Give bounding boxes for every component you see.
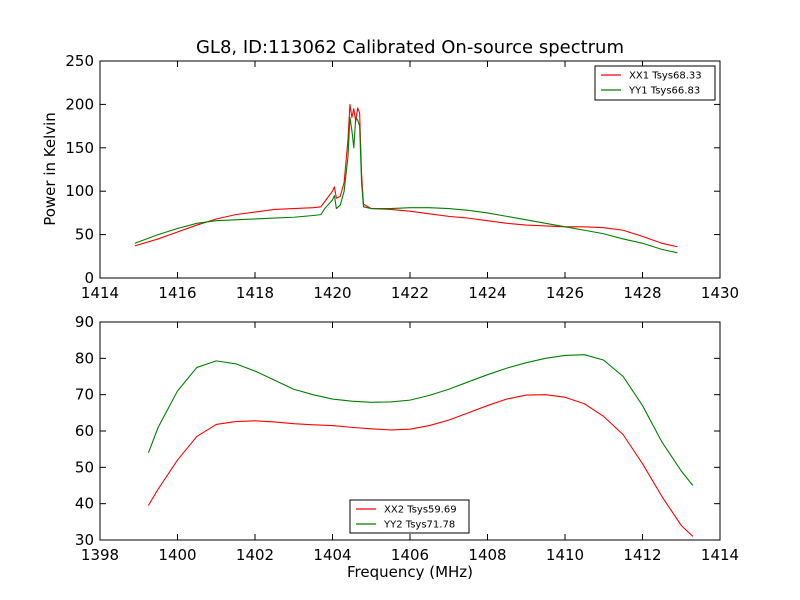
y-tick-label: 100 <box>65 182 94 200</box>
x-tick-label: 1404 <box>313 546 351 564</box>
y-tick-label: 250 <box>65 52 94 70</box>
legend-box <box>594 65 716 101</box>
y-tick-label: 0 <box>84 269 94 287</box>
series-line-2 <box>134 116 678 254</box>
legend: XX2 Tsys59.69 YY2 Tsys71.78 <box>349 499 470 534</box>
series-line-1 <box>147 394 694 537</box>
x-tick-label: 1402 <box>236 546 274 564</box>
x-tick-label: 1408 <box>468 546 506 564</box>
y-tick-label: 40 <box>75 495 94 513</box>
legend-label: XX1 Tsys68.33 <box>629 71 702 82</box>
x-tick-label: 1422 <box>391 284 429 302</box>
x-tick-label: 1420 <box>313 284 351 302</box>
y-tick-label: 60 <box>75 422 94 440</box>
y-tick-label: 80 <box>75 349 94 367</box>
x-tick-label: 1406 <box>391 546 429 564</box>
y-tick-label: 90 <box>75 313 94 331</box>
x-tick-label: 1424 <box>468 284 506 302</box>
y-tick-label: 70 <box>75 386 94 404</box>
y-tick-label: 200 <box>65 95 94 113</box>
x-tick-label: 1428 <box>623 284 661 302</box>
x-tick-label: 1400 <box>158 546 196 564</box>
legend: XX1 Tsys68.33 YY1 Tsys66.83 <box>594 65 716 101</box>
legend-box <box>349 499 470 534</box>
x-tick-label: 1418 <box>236 284 274 302</box>
y-tick-label: 50 <box>75 458 94 476</box>
x-tick-label: 1430 <box>701 284 739 302</box>
x-tick-label: 1414 <box>701 546 739 564</box>
bottom-spectrum-plot: 1398 1400 1402 1404 1406 1408 1410 1412 1414 30 40… <box>75 313 739 581</box>
y-tick-label: 30 <box>75 531 94 549</box>
series-line-2 <box>147 354 694 486</box>
top-spectrum-plot: 1414 1416 1418 1420 1422 1424 1426 1428 1430 0 50 1… <box>41 52 739 302</box>
legend-label: XX2 Tsys59.69 <box>384 505 457 516</box>
legend-label: YY1 Tsys66.83 <box>628 86 700 97</box>
y-tick-label: 150 <box>65 139 94 157</box>
y-axis-label: Power in Kelvin <box>41 112 59 226</box>
x-tick-label: 1426 <box>546 284 584 302</box>
x-tick-label: 1416 <box>158 284 196 302</box>
figure-title: GL8, ID:113062 Calibrated On-source spec… <box>196 37 624 58</box>
x-tick-label: 1398 <box>81 546 119 564</box>
legend-label: YY2 Tsys71.78 <box>383 520 455 531</box>
x-tick-label: 1414 <box>81 284 119 302</box>
y-tick-label: 50 <box>75 226 94 244</box>
x-tick-label: 1412 <box>623 546 661 564</box>
x-tick-label: 1410 <box>546 546 584 564</box>
x-axis-label: Frequency (MHz) <box>347 563 473 581</box>
